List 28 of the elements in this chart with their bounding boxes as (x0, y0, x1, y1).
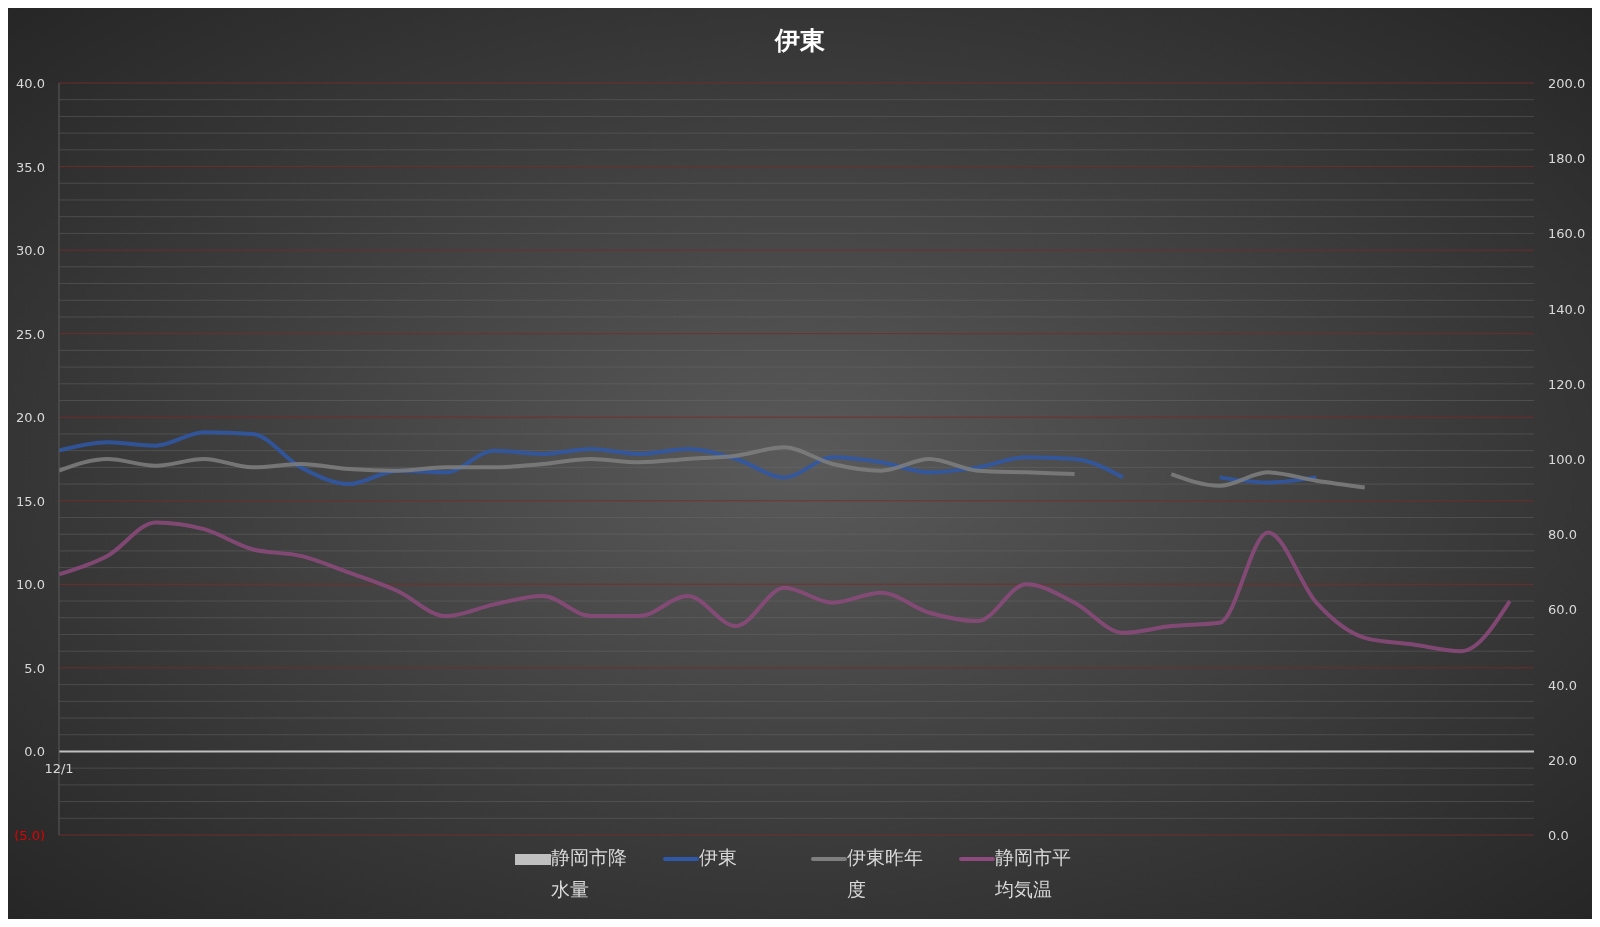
y2-tick-label: 0.0 (1548, 828, 1569, 843)
y-tick-label: 0.0 (24, 744, 45, 760)
y-tick-label: 40.0 (16, 76, 45, 91)
y-tick-label: 30.0 (16, 243, 45, 259)
y-tick-label: 5.0 (24, 660, 45, 676)
y2-tick-label: 80.0 (1548, 527, 1577, 543)
legend-label: 伊東 (699, 845, 738, 870)
y-tick-label: 20.0 (16, 410, 45, 426)
y-tick-label: 35.0 (16, 159, 45, 175)
y2-tick-label: 120.0 (1548, 376, 1586, 392)
legend-label: 伊東昨年度 (847, 845, 924, 902)
y2-tick-label: 20.0 (1548, 752, 1577, 768)
y2-tick-label: 200.0 (1548, 76, 1586, 91)
y-tick-label: 10.0 (16, 577, 45, 593)
y-tick-label: (5.0) (14, 828, 45, 843)
y2-tick-label: 40.0 (1548, 677, 1577, 693)
y-tick-label: 15.0 (16, 493, 45, 509)
y2-tick-label: 100.0 (1548, 452, 1586, 467)
y2-tick-label: 160.0 (1548, 226, 1586, 242)
chart-title: 伊東 (773, 25, 826, 57)
legend-label: 静岡市平均気温 (995, 845, 1072, 902)
y-tick-label: 25.0 (16, 326, 45, 342)
y2-tick-label: 140.0 (1548, 301, 1586, 317)
legend-label: 静岡市降水量 (551, 845, 628, 902)
y2-tick-label: 60.0 (1548, 602, 1577, 618)
y2-tick-label: 180.0 (1548, 151, 1586, 167)
line-series (59, 520, 1512, 654)
x-tick-label: 12/1 (44, 761, 74, 777)
